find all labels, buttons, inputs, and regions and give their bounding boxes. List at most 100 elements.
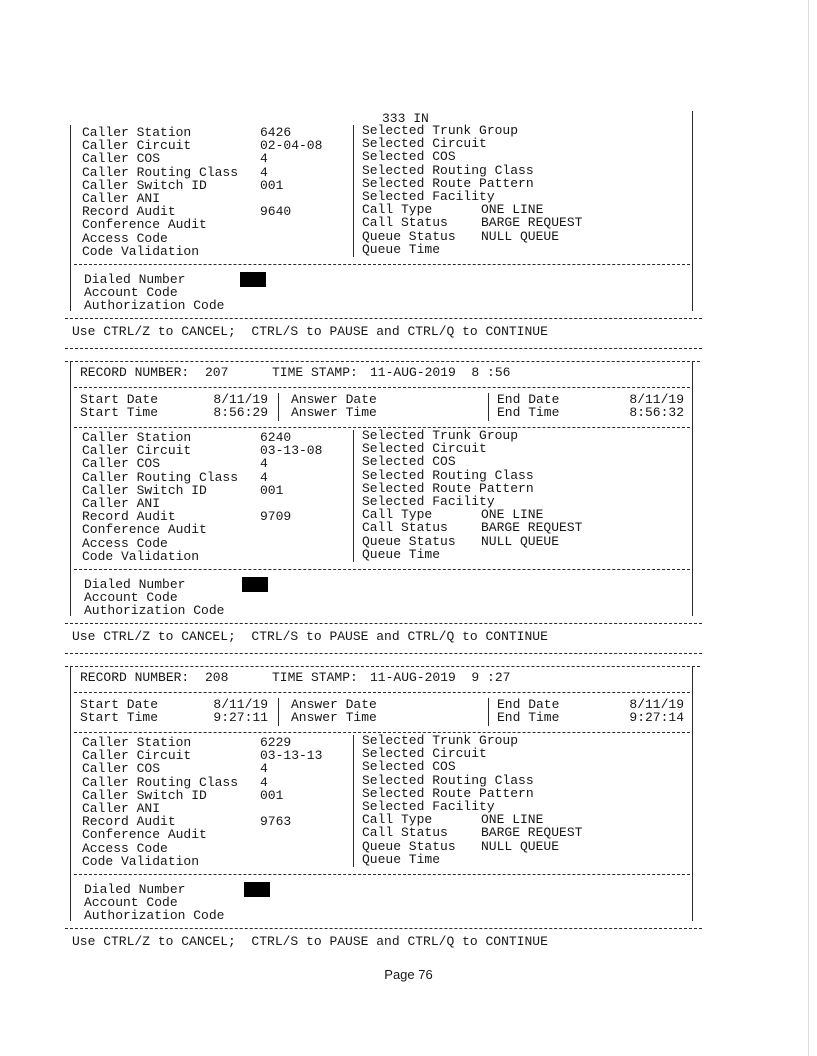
caller-field-label: Record Audit xyxy=(82,814,176,830)
selected-field-label: Selected COS xyxy=(362,454,456,470)
end-time-label: End Time xyxy=(497,710,560,725)
dashed-separator xyxy=(74,874,690,875)
end-date-label: End Date xyxy=(497,392,560,407)
caller-field-value: 4 xyxy=(260,164,268,180)
selected-field-label: Selected COS xyxy=(362,759,456,775)
caller-field-value: 9640 xyxy=(260,204,292,220)
caller-field-value: 4 xyxy=(260,151,268,167)
control-hint: Use CTRL/Z to CANCEL; CTRL/S to PAUSE an… xyxy=(72,934,548,949)
caller-field-value: 03-13-13 xyxy=(260,748,323,764)
caller-field-label: Caller ANI xyxy=(82,801,161,816)
caller-field-value: 4 xyxy=(260,761,268,777)
column-divider xyxy=(353,125,354,257)
caller-field-value: 6426 xyxy=(260,125,292,140)
answer-time-label: Answer Time xyxy=(291,710,377,725)
caller-field-label: Caller COS xyxy=(82,761,161,777)
selected-field-label: Selected Circuit xyxy=(362,746,487,762)
scan-edge-line xyxy=(808,0,809,1056)
caller-field-label: Conference Audit xyxy=(82,522,207,538)
answer-time-label: Answer Time xyxy=(291,405,377,420)
selected-field-label: Selected Routing Class xyxy=(362,772,534,788)
caller-field-label: Caller Station xyxy=(82,430,192,445)
selected-field-value: BARGE REQUEST xyxy=(481,825,583,841)
caller-field-label: Code Validation xyxy=(82,548,200,564)
redacted-dialed-number xyxy=(242,577,268,592)
start-time-label: Start Time xyxy=(80,405,159,420)
selected-field-value: NULL QUEUE xyxy=(481,228,560,244)
selected-field-value: BARGE REQUEST xyxy=(481,520,583,536)
selected-field-label: Queue Status xyxy=(362,228,456,244)
selected-field-label: Queue Status xyxy=(362,838,456,854)
selected-field-label: Queue Status xyxy=(362,533,456,549)
dashed-separator xyxy=(65,653,702,654)
time-stamp-label: TIME STAMP: xyxy=(272,365,358,380)
selected-field-label: Call Type xyxy=(362,507,433,523)
caller-field-label: Access Code xyxy=(82,840,168,856)
caller-field-label: Conference Audit xyxy=(82,217,207,233)
caller-field-label: Access Code xyxy=(82,230,168,246)
selected-field-label: Queue Time xyxy=(362,851,441,867)
dashed-separator xyxy=(65,928,702,929)
caller-field-value: 6229 xyxy=(260,735,292,750)
caller-field-label: Code Validation xyxy=(82,243,200,259)
selected-field-label: Selected Trunk Group xyxy=(362,733,519,748)
caller-field-label: Caller Routing Class xyxy=(82,774,239,790)
caller-field-label: Caller Circuit xyxy=(82,138,192,154)
selected-field-label: Selected Facility xyxy=(362,494,495,509)
selected-field-label: Selected Circuit xyxy=(362,136,487,152)
selected-field-label: Selected Route Pattern xyxy=(362,480,534,496)
control-hint: Use CTRL/Z to CANCEL; CTRL/S to PAUSE an… xyxy=(72,629,548,644)
left-border xyxy=(70,362,71,616)
code-field-label: Dialed Number xyxy=(84,272,186,287)
selected-field-label: Selected COS xyxy=(362,149,456,165)
start-date-label: Start Date xyxy=(80,697,159,712)
selected-field-label: Queue Time xyxy=(362,546,441,562)
left-border xyxy=(70,125,71,311)
caller-field-value: 001 xyxy=(260,787,284,803)
dashed-separator xyxy=(74,387,690,388)
dashed-separator xyxy=(65,623,702,624)
caller-field-label: Access Code xyxy=(82,535,168,551)
dashed-separator xyxy=(74,427,690,428)
selected-field-value: ONE LINE xyxy=(481,507,544,523)
end-date: 8/11/19 xyxy=(629,392,684,407)
selected-field-label: Selected Route Pattern xyxy=(362,785,534,801)
caller-field-label: Code Validation xyxy=(82,853,200,869)
caller-field-label: Caller Station xyxy=(82,125,192,140)
selected-field-label: Call Type xyxy=(362,202,433,218)
start-time: 9:27:11 xyxy=(213,710,268,725)
page-number: Page 76 xyxy=(384,967,433,982)
caller-field-value: 4 xyxy=(260,456,268,472)
column-divider xyxy=(353,735,354,867)
control-hint: Use CTRL/Z to CANCEL; CTRL/S to PAUSE an… xyxy=(72,324,548,339)
caller-field-label: Caller Routing Class xyxy=(82,469,239,485)
end-date: 8/11/19 xyxy=(629,697,684,712)
trunk-group-overflow: 333 IN xyxy=(382,111,429,126)
caller-field-value: 001 xyxy=(260,177,284,193)
selected-field-label: Selected Trunk Group xyxy=(362,123,519,138)
caller-field-label: Caller Routing Class xyxy=(82,164,239,180)
selected-field-value: NULL QUEUE xyxy=(481,533,560,549)
caller-field-value: 001 xyxy=(260,482,284,498)
end-date-label: End Date xyxy=(497,697,560,712)
caller-field-label: Caller Switch ID xyxy=(82,177,207,193)
column-divider xyxy=(278,393,279,421)
code-field-label: Dialed Number xyxy=(84,882,186,897)
caller-field-label: Caller Circuit xyxy=(82,443,192,459)
caller-field-value: 02-04-08 xyxy=(260,138,323,154)
dashed-separator xyxy=(74,692,690,693)
code-field-label: Authorization Code xyxy=(84,603,225,618)
end-time-label: End Time xyxy=(497,405,560,420)
caller-field-label: Caller Switch ID xyxy=(82,787,207,803)
dashed-separator xyxy=(65,361,700,362)
column-divider xyxy=(278,698,279,726)
end-time: 8:56:32 xyxy=(629,405,684,420)
caller-field-label: Caller COS xyxy=(82,456,161,472)
record-number: 208 xyxy=(205,670,229,685)
code-field-label: Authorization Code xyxy=(84,908,225,923)
selected-field-label: Selected Routing Class xyxy=(362,467,534,483)
dashed-separator xyxy=(74,569,690,570)
selected-field-label: Call Status xyxy=(362,520,448,536)
dashed-separator xyxy=(65,318,702,319)
selected-field-label: Selected Trunk Group xyxy=(362,428,519,443)
